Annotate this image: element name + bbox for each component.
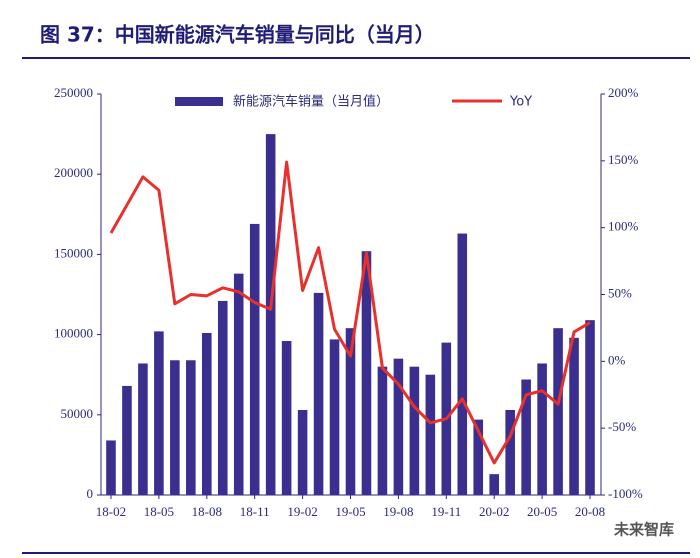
bar: [249, 223, 260, 495]
bar: [170, 360, 180, 495]
bar: [345, 328, 356, 495]
y-tick-label: 100000: [54, 326, 93, 341]
bar: [313, 292, 324, 495]
y-tick-label: 250000: [54, 85, 93, 100]
bar: [425, 374, 436, 495]
x-tick-label: 18-08: [192, 504, 222, 519]
bar: [361, 251, 372, 495]
y2-tick-label: 200%: [608, 85, 639, 100]
bar: [297, 409, 308, 495]
bar: [154, 331, 164, 495]
bar: [457, 233, 468, 495]
bar: [585, 320, 595, 495]
x-tick-label: 19-05: [335, 504, 365, 519]
y2-tick-label: -100%: [608, 486, 643, 501]
y-tick-label: 0: [87, 486, 94, 501]
y2-tick-label: 50%: [608, 285, 632, 300]
watermark: 未来智库: [613, 521, 674, 539]
x-tick-label: 18-11: [240, 504, 270, 519]
bar: [377, 366, 388, 495]
bar: [521, 379, 531, 495]
bar: [329, 339, 340, 495]
line: [109, 160, 591, 465]
bar: [202, 332, 212, 495]
bar: [281, 341, 292, 495]
bar: [553, 328, 563, 495]
x-tick-label: 19-02: [287, 504, 317, 519]
legend-swatch: [175, 97, 223, 106]
bar: [217, 300, 228, 495]
bar: [393, 358, 404, 495]
y2-tick-label: 0%: [608, 352, 626, 367]
y2-tick-label: 100%: [608, 219, 639, 234]
x-tick-label: 18-02: [96, 504, 126, 519]
y-tick-label: 150000: [54, 245, 93, 260]
legend-label: 新能源汽车销量（当月值）: [233, 94, 389, 110]
bar: [409, 366, 420, 495]
x-tick-label: 19-08: [383, 504, 413, 519]
bar: [122, 385, 132, 495]
bar: [489, 474, 499, 495]
bar: [186, 360, 196, 495]
y2-tick-label: 150%: [608, 152, 639, 167]
bar: [569, 337, 579, 495]
bar: [537, 363, 547, 495]
bar: [505, 409, 515, 495]
y2-tick-label: -50%: [608, 419, 636, 434]
bar: [106, 440, 116, 495]
chart-title: 图 37：中国新能源汽车销量与同比（当月）: [40, 23, 435, 47]
y-tick-label: 50000: [61, 406, 94, 421]
x-tick-label: 20-08: [575, 504, 605, 519]
legend-label: YoY: [509, 95, 532, 110]
bar: [138, 363, 148, 495]
x-tick-label: 19-11: [431, 504, 461, 519]
bar: [473, 419, 484, 495]
x-tick-label: 20-05: [527, 504, 557, 519]
y-tick-label: 200000: [54, 165, 93, 180]
x-tick-label: 18-05: [144, 504, 174, 519]
bar: [233, 273, 244, 495]
x-tick-label: 20-02: [479, 504, 509, 519]
bar: [265, 134, 276, 495]
